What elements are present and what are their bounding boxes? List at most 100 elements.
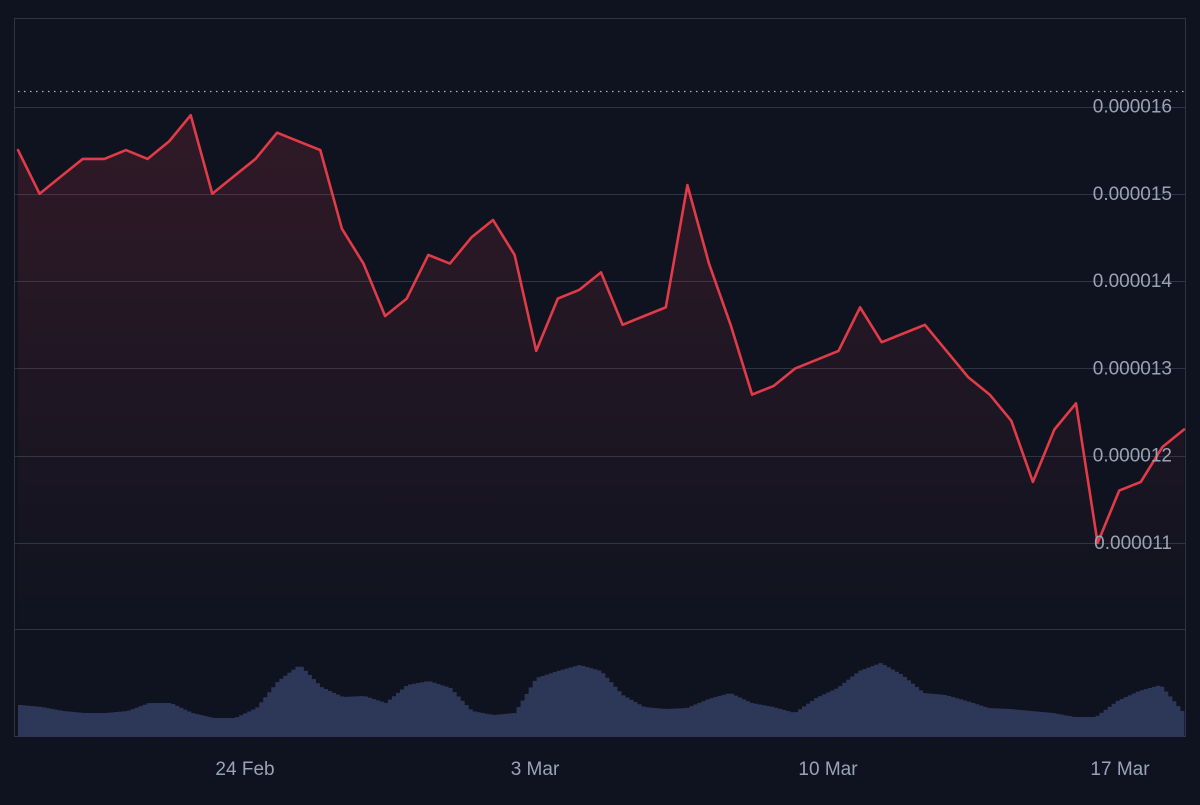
volume-bar <box>114 712 119 737</box>
volume-bar <box>375 700 381 737</box>
volume-bar <box>1043 712 1048 737</box>
x-tick-label: 17 Mar <box>1090 759 1150 780</box>
volume-bar <box>1075 717 1080 737</box>
volume-bar <box>681 708 686 737</box>
volume-bar <box>359 696 365 737</box>
volume-bar <box>319 687 324 737</box>
volume-bar <box>480 712 485 737</box>
volume-bar <box>198 715 204 737</box>
y-axis-labels: 0.000011 0.000012 0.000013 0.000014 0.000015… <box>1093 97 1173 555</box>
volume-bar <box>1095 715 1100 737</box>
volume-bar <box>625 697 630 737</box>
volume-bar <box>854 673 859 737</box>
volume-bar <box>122 711 127 737</box>
volume-bar <box>74 712 79 737</box>
volume-bar <box>826 692 831 737</box>
volume-bar <box>605 677 610 737</box>
volume-bar <box>986 708 992 737</box>
volume-bar <box>215 718 220 737</box>
volume-bar <box>1155 685 1161 737</box>
volume-bar <box>403 686 409 737</box>
volume-bar <box>1135 691 1141 737</box>
volume-bar <box>842 682 847 737</box>
volume-bar <box>713 697 718 737</box>
volume-bar <box>938 694 944 737</box>
volume-bar <box>958 699 964 737</box>
volume-bar <box>62 711 67 737</box>
volume-bar <box>556 670 562 737</box>
volume-bar <box>568 667 574 737</box>
volume-bar <box>219 718 224 737</box>
volume-bar <box>287 672 292 737</box>
volume-bar <box>106 712 111 737</box>
volume-bar <box>492 714 497 737</box>
volume-bar <box>1127 695 1133 737</box>
volume-bar <box>733 695 739 737</box>
volume-bar <box>142 704 148 737</box>
volume-bar <box>170 704 176 737</box>
volume-bar <box>846 679 851 737</box>
volume-bar <box>468 709 473 737</box>
y-tick-label: 0.000015 <box>1093 184 1172 205</box>
volume-bar <box>906 680 911 737</box>
volume-bar <box>814 698 819 737</box>
volume-bar <box>391 696 397 737</box>
volume-bar <box>464 705 469 737</box>
volume-bar <box>239 715 244 737</box>
volume-bar <box>741 699 747 737</box>
volume-bar <box>194 714 200 737</box>
volume-bar <box>363 696 369 737</box>
volume-bar <box>1007 708 1012 737</box>
volume-bar <box>1171 701 1177 737</box>
volume-bar <box>548 673 554 737</box>
volume-bar <box>331 692 337 737</box>
volume-bar <box>1071 716 1076 737</box>
volume-bar <box>134 707 140 737</box>
volume-bar <box>428 681 433 737</box>
volume-bar <box>629 699 634 737</box>
volume-bar <box>231 718 236 737</box>
volume-bar <box>838 686 843 737</box>
volume-bar <box>335 694 341 737</box>
volume-bar <box>432 682 437 737</box>
volume-bar <box>858 670 863 737</box>
volume-bar <box>50 708 55 737</box>
volume-bar <box>745 701 751 737</box>
volume-bar <box>520 700 526 737</box>
x-tick-label: 24 Feb <box>215 759 274 780</box>
volume-bar <box>810 700 815 737</box>
volume-bar <box>982 706 988 737</box>
volume-bar <box>146 703 152 737</box>
volume-bar <box>460 700 465 737</box>
volume-bar <box>596 670 602 737</box>
volume-bar <box>315 683 320 737</box>
volume-bar <box>802 706 807 737</box>
volume-bar <box>1119 699 1125 737</box>
volume-bar <box>966 701 972 737</box>
volume-bar <box>781 710 787 737</box>
volume-bar <box>661 708 666 737</box>
volume-bar <box>613 686 618 737</box>
volume-bar <box>721 694 727 737</box>
volume-bar <box>798 709 803 737</box>
volume-bar <box>528 687 534 737</box>
volume-bar <box>154 703 160 737</box>
volume-bar <box>870 666 875 737</box>
volume-bar <box>420 682 425 737</box>
volume-bar <box>263 697 268 737</box>
volume-bar <box>705 699 710 737</box>
volume-bar <box>962 700 968 737</box>
volume-bar <box>1083 717 1088 737</box>
volume-bar <box>793 712 799 737</box>
volume-bar <box>898 674 903 737</box>
volume-bar <box>930 693 936 737</box>
volume-bar <box>1091 717 1096 737</box>
volume-bar <box>355 696 361 737</box>
volume-bar <box>440 685 445 737</box>
price-line-layer <box>16 113 1186 545</box>
volume-bar <box>1023 710 1028 737</box>
volume-bar <box>910 683 916 737</box>
volume-bar <box>601 673 606 737</box>
volume-bar <box>1059 714 1064 737</box>
